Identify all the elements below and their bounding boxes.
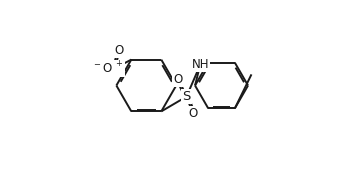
Text: O: O [173, 73, 183, 86]
Text: NH: NH [191, 58, 209, 71]
Text: O: O [114, 44, 123, 57]
Text: O: O [189, 107, 198, 120]
Text: $^-$O: $^-$O [92, 62, 113, 75]
Text: N$^+$: N$^+$ [105, 61, 124, 76]
Text: S: S [182, 90, 191, 103]
